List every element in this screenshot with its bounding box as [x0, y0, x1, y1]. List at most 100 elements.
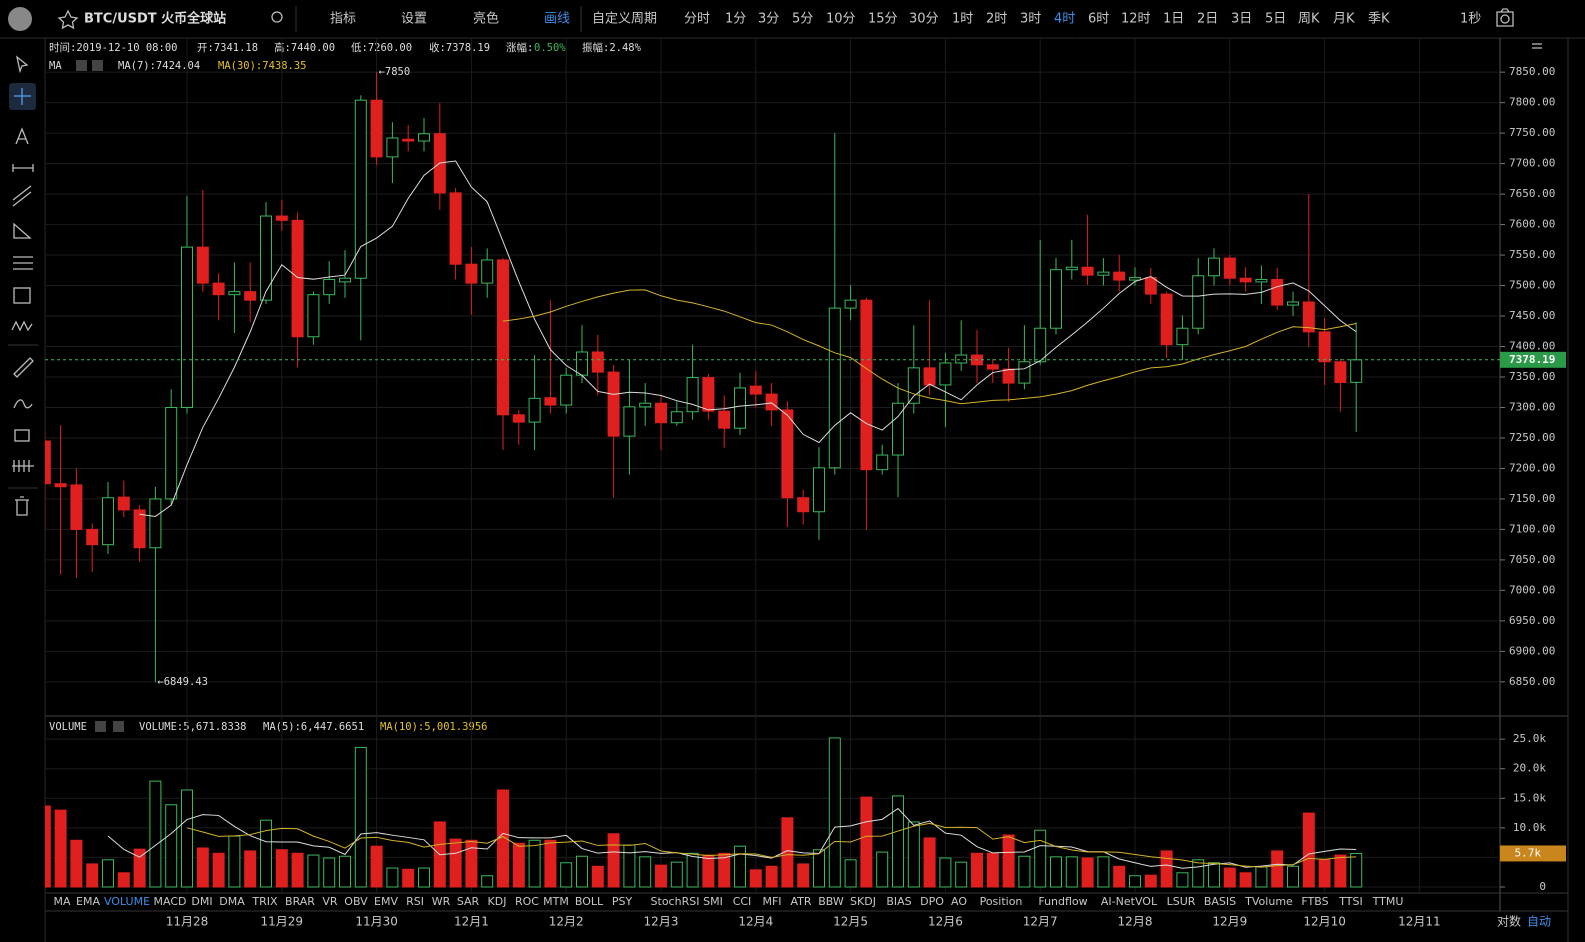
- indicator-tab[interactable]: BASIS: [1204, 895, 1236, 908]
- ma-settings[interactable]: [76, 60, 87, 71]
- volume-bar: [923, 837, 936, 888]
- menu-item[interactable]: 画线: [544, 12, 570, 27]
- menu-item[interactable]: 亮色: [473, 11, 499, 27]
- indicator-tab[interactable]: DMA: [219, 895, 245, 908]
- period[interactable]: 6时: [1088, 12, 1109, 27]
- period[interactable]: 季K: [1368, 12, 1390, 27]
- candle-body: [1081, 266, 1094, 276]
- ma-close[interactable]: [92, 60, 103, 71]
- volume-bar: [1318, 859, 1331, 888]
- collapse-icon[interactable]: [1532, 43, 1542, 49]
- volume-settings[interactable]: [95, 721, 106, 732]
- volume-bar: [1350, 852, 1363, 888]
- indicator-tab[interactable]: WR: [432, 895, 451, 908]
- indicator-tab[interactable]: BBW: [818, 895, 844, 908]
- brush-tool[interactable]: [13, 399, 33, 409]
- cursor-tool[interactable]: [15, 55, 29, 74]
- period[interactable]: 5分: [792, 12, 813, 27]
- indicator-tab[interactable]: StochRSI: [651, 895, 700, 908]
- indicator-tab[interactable]: PSY: [612, 895, 633, 908]
- period[interactable]: 3分: [758, 12, 779, 27]
- log-toggle[interactable]: 对数: [1497, 914, 1521, 929]
- indicator-tab[interactable]: BRAR: [285, 895, 315, 908]
- indicator-tab[interactable]: ROC: [515, 895, 539, 908]
- speed[interactable]: 1秒: [1460, 12, 1481, 27]
- period[interactable]: 1时: [952, 12, 973, 27]
- period[interactable]: 月K: [1333, 12, 1355, 27]
- indicator-tab[interactable]: RSI: [406, 895, 424, 908]
- crosshair-tool[interactable]: [14, 88, 31, 105]
- symbol[interactable]: BTC/USDT 火币全球站: [84, 11, 226, 27]
- indicator-tab[interactable]: TVolume: [1244, 895, 1293, 908]
- indicator-tab[interactable]: Position: [980, 895, 1023, 908]
- period[interactable]: 分时: [684, 12, 710, 27]
- menu-item[interactable]: 设置: [401, 12, 427, 27]
- indicator-tab[interactable]: EMV: [374, 895, 398, 908]
- indicator-tab[interactable]: VR: [322, 895, 338, 908]
- indicator-tab[interactable]: VOLUME: [104, 895, 150, 908]
- period[interactable]: 5日: [1265, 12, 1286, 27]
- indicator-tab[interactable]: LSUR: [1167, 895, 1196, 908]
- indicator-tab[interactable]: MACD: [154, 895, 187, 908]
- indicator-tab[interactable]: MTM: [543, 895, 569, 908]
- indicator-tab[interactable]: OBV: [344, 895, 368, 908]
- indicator-tab[interactable]: BIAS: [886, 895, 911, 908]
- wave-tool[interactable]: [11, 320, 33, 332]
- indicator-tab[interactable]: ATR: [790, 895, 811, 908]
- indicator-tab[interactable]: TTSI: [1338, 895, 1362, 908]
- indicator-tab[interactable]: AO: [951, 895, 967, 908]
- shape-tool[interactable]: [13, 222, 32, 239]
- line-tool[interactable]: [12, 164, 34, 172]
- delete-tool[interactable]: [15, 496, 29, 516]
- period[interactable]: 周K: [1298, 12, 1320, 27]
- menu-item[interactable]: 指标: [330, 12, 356, 27]
- period[interactable]: 3时: [1020, 12, 1041, 27]
- indicator-tab[interactable]: MA: [53, 895, 70, 908]
- candle-body: [1144, 277, 1157, 295]
- fib-tool[interactable]: [13, 256, 33, 270]
- indicator-tab[interactable]: SAR: [457, 895, 480, 908]
- x-tick-label: 12月4: [738, 915, 773, 929]
- indicator-tab[interactable]: SMI: [703, 895, 723, 908]
- trend-tool[interactable]: [12, 185, 32, 207]
- ruler-tool[interactable]: [13, 357, 34, 378]
- grid-tool[interactable]: [13, 287, 31, 304]
- period[interactable]: 2时: [986, 12, 1007, 27]
- indicator-tab[interactable]: CCI: [733, 895, 752, 908]
- period[interactable]: 3日: [1231, 12, 1252, 27]
- logo[interactable]: [8, 7, 32, 31]
- period[interactable]: 1日: [1163, 12, 1184, 27]
- indicator-tab[interactable]: AI-NetVOL: [1101, 895, 1158, 908]
- auto-toggle[interactable]: 自动: [1527, 915, 1551, 929]
- indicator-tab[interactable]: KDJ: [488, 895, 507, 908]
- period[interactable]: 1分: [725, 12, 746, 27]
- volume-close[interactable]: [113, 721, 124, 732]
- candle-body: [149, 498, 162, 549]
- candle-body: [876, 454, 889, 471]
- indicator-tab[interactable]: SKDJ: [850, 895, 876, 908]
- period[interactable]: 4时: [1054, 12, 1075, 27]
- magnet-tool[interactable]: [12, 460, 34, 472]
- indicator-tab[interactable]: MFI: [762, 895, 781, 908]
- volume-bar: [1144, 874, 1157, 888]
- indicator-tab[interactable]: EMA: [76, 895, 100, 908]
- indicator-tab[interactable]: BOLL: [575, 895, 604, 908]
- screenshot-icon[interactable]: [1496, 8, 1514, 27]
- indicator-tab[interactable]: DMI: [191, 895, 212, 908]
- period[interactable]: 10分: [826, 12, 856, 27]
- period[interactable]: 15分: [868, 12, 898, 27]
- indicator-tab[interactable]: TTMU: [1372, 895, 1404, 908]
- indicator-tab[interactable]: FTBS: [1301, 895, 1328, 908]
- indicator-tab[interactable]: DPO: [920, 895, 944, 908]
- volume-bar: [449, 838, 462, 888]
- text-tool[interactable]: [15, 127, 29, 145]
- period[interactable]: 2日: [1197, 12, 1218, 27]
- period[interactable]: 12时: [1121, 12, 1151, 27]
- period[interactable]: 30分: [909, 12, 939, 27]
- lock-tool[interactable]: [14, 429, 30, 442]
- indicator-tab[interactable]: TRIX: [251, 895, 278, 908]
- favorite-icon[interactable]: [57, 9, 79, 30]
- custom-period[interactable]: 自定义周期: [592, 12, 657, 27]
- indicator-tab[interactable]: Fundflow: [1038, 895, 1087, 908]
- search-icon[interactable]: [271, 11, 283, 23]
